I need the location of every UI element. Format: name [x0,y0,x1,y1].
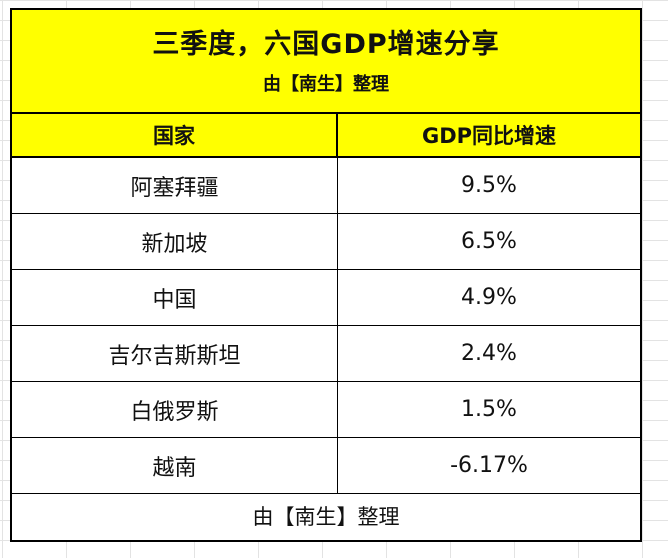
country-cell: 吉尔吉斯斯坦 [12,326,338,381]
growth-cell: 4.9% [461,285,517,310]
table-row: 中国 4.9% [12,270,640,326]
country-cell: 白俄罗斯 [12,382,338,437]
growth-cell: 6.5% [461,229,517,254]
growth-cell: 1.5% [461,397,517,422]
gdp-growth-table: 三季度，六国GDP增速分享 由【南生】整理 国家 GDP同比增速 阿塞拜疆 9.… [10,8,642,542]
table-row: 新加坡 6.5% [12,214,640,270]
table-subtitle: 由【南生】整理 [263,74,389,95]
table-title-block: 三季度，六国GDP增速分享 由【南生】整理 [12,10,640,114]
table-row: 吉尔吉斯斯坦 2.4% [12,326,640,382]
table-header-row: 国家 GDP同比增速 [12,114,640,158]
country-cell: 中国 [12,270,338,325]
column-header-gdp-growth: GDP同比增速 [421,124,557,148]
country-cell: 新加坡 [12,214,338,269]
table-row: 白俄罗斯 1.5% [12,382,640,438]
growth-cell: 9.5% [461,173,517,198]
country-cell: 越南 [12,438,338,493]
growth-cell: -6.17% [450,453,528,478]
table-row: 越南 -6.17% [12,438,640,494]
table-footer-credit: 由【南生】整理 [252,505,400,529]
country-cell: 阿塞拜疆 [12,158,338,213]
growth-cell: 2.4% [461,341,517,366]
column-header-country: 国家 [12,114,338,156]
table-row: 阿塞拜疆 9.5% [12,158,640,214]
table-title: 三季度，六国GDP增速分享 [152,29,500,60]
